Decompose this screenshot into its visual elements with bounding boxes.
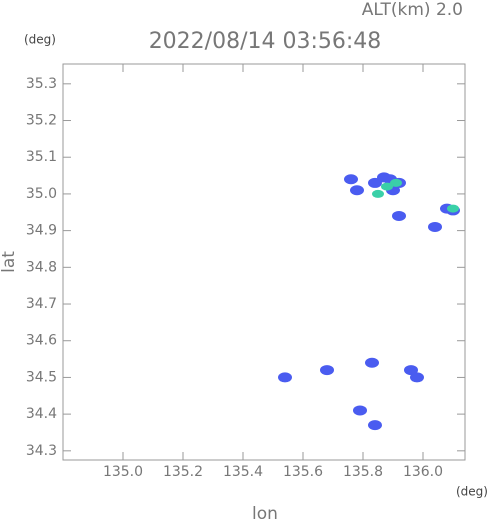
echo (350, 185, 364, 196)
echo (390, 178, 402, 187)
echo (353, 405, 367, 416)
y-tick-label: 34.3 (26, 443, 57, 459)
x-axis-label: lon (252, 504, 278, 521)
y-tick-label: 34.5 (26, 369, 57, 385)
x-tick-label: 135.2 (163, 464, 203, 480)
echo (447, 204, 459, 213)
y-axis-label: lat (0, 251, 19, 273)
y-tick-label: 35.0 (26, 186, 57, 202)
echo (392, 210, 406, 221)
echo (428, 221, 442, 232)
x-tick-label: 135.6 (283, 464, 323, 480)
echo (368, 420, 382, 431)
echo (381, 182, 393, 191)
echo (320, 365, 334, 376)
y-tick-label: 34.4 (26, 406, 57, 422)
x-tick-label: 135.8 (343, 464, 383, 480)
echo (404, 365, 418, 376)
plot-frame (62, 63, 466, 461)
y-tick-label: 34.9 (26, 223, 57, 239)
echo (372, 189, 384, 198)
chart-title: 2022/08/14 03:56:48 (149, 29, 382, 54)
y-tick-label: 35.1 (26, 149, 57, 165)
echo (410, 372, 424, 383)
y-unit: (deg) (24, 33, 56, 47)
echo (278, 372, 292, 383)
y-tick-label: 35.3 (26, 76, 57, 92)
echo (344, 174, 358, 185)
y-tick-label: 34.8 (26, 259, 57, 275)
y-tick-label: 34.7 (26, 296, 57, 312)
x-tick-label: 136.0 (403, 464, 443, 480)
y-tick-label: 34.6 (26, 333, 57, 349)
x-tick-label: 135.0 (103, 464, 143, 480)
y-tick-label: 35.2 (26, 113, 57, 129)
chart-subtitle: ALT(km) 2.0 (362, 0, 463, 20)
echo (365, 357, 379, 368)
x-unit: (deg) (456, 485, 488, 499)
x-tick-label: 135.4 (223, 464, 263, 480)
